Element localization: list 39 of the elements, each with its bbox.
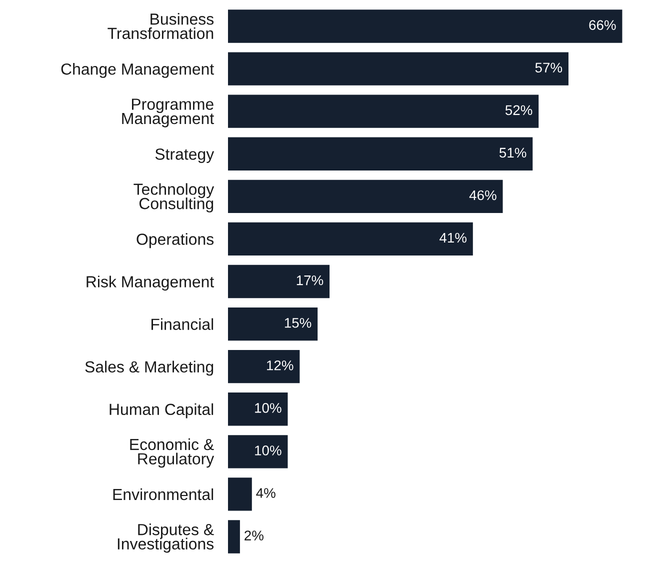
y-tick-label: Business Transformation: [108, 13, 214, 40]
y-tick-label: Change Management: [61, 63, 214, 78]
data-label: 66%: [589, 20, 616, 30]
bar: [228, 520, 240, 554]
data-label: 2%: [244, 530, 264, 540]
data-label: 46%: [469, 190, 496, 200]
data-label: 10%: [255, 446, 282, 456]
data-label: 12%: [267, 360, 294, 370]
bar: [228, 392, 288, 426]
y-tick-label: Environmental: [113, 488, 214, 500]
data-label: 52%: [505, 105, 532, 116]
y-tick-label: Economic & Regulatory: [130, 438, 214, 468]
bar: [228, 478, 252, 511]
y-tick-label: Disputes & Investigations: [118, 524, 214, 553]
data-label: 4%: [256, 488, 276, 498]
y-tick-label: Human Capital: [110, 403, 214, 418]
y-tick-label: Risk Management: [86, 276, 214, 291]
bar: [228, 264, 330, 298]
y-tick-label: Programme Management: [122, 98, 214, 128]
bar: [228, 52, 568, 86]
data-label: 17%: [296, 275, 324, 286]
y-tick-label: Operations: [136, 233, 214, 248]
data-label: 57%: [535, 62, 562, 73]
bar: [228, 94, 539, 128]
y-tick-label: Strategy: [155, 148, 214, 163]
bar: [228, 180, 503, 214]
bar: [228, 137, 533, 170]
data-label: 15%: [284, 318, 312, 328]
y-tick-label: Technology Consulting: [134, 183, 214, 212]
data-label: 41%: [440, 232, 466, 243]
bar: [228, 222, 473, 256]
bar: [228, 435, 288, 468]
data-label: 10%: [255, 403, 282, 413]
data-label: 51%: [499, 148, 526, 158]
y-tick-label: Sales & Marketing: [85, 360, 214, 376]
y-tick-label: Financial: [152, 318, 214, 330]
bar: [228, 307, 318, 341]
bar: [228, 350, 300, 384]
bar: [228, 10, 622, 43]
